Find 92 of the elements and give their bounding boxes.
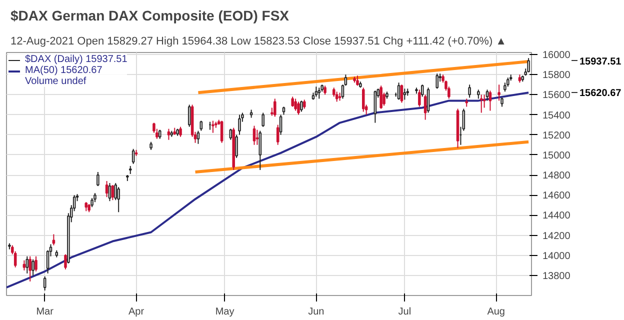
x-tick-label: Jun — [308, 306, 324, 318]
x-tick-label: Mar — [36, 306, 54, 318]
y-tick-label: 14800 — [542, 170, 571, 182]
annotation: Volume undef — [25, 76, 86, 87]
candlestick — [43, 276, 46, 291]
candlestick — [108, 182, 112, 202]
candlestick — [294, 98, 297, 112]
candlestick — [420, 84, 424, 98]
candlestick — [96, 171, 100, 187]
x-tick-label: Apr — [128, 306, 145, 318]
candlestick — [400, 84, 404, 104]
candlestick — [158, 129, 162, 140]
y-tick-label: 15800 — [542, 70, 571, 82]
candlestick — [274, 98, 276, 118]
candlestick — [426, 87, 430, 114]
candlestick — [498, 84, 500, 102]
candlestick — [297, 101, 300, 116]
candlestick — [258, 130, 262, 170]
candlestick — [132, 148, 135, 164]
line-series — [6, 92, 530, 288]
candlestick — [324, 85, 326, 96]
y-tick-label: 15200 — [542, 130, 571, 142]
candlestick — [488, 90, 492, 112]
y-tick-label: 14000 — [542, 250, 571, 262]
candlestick — [117, 186, 120, 213]
annotation: $DAX (Daily) 15937.51 — [25, 54, 128, 65]
candlestick — [314, 86, 318, 98]
candlestick — [252, 125, 256, 146]
candlestick — [468, 84, 471, 98]
candlestick — [374, 90, 377, 124]
candlestick — [32, 258, 34, 276]
text: 15620.67 — [580, 88, 622, 100]
y-tick-label: 15400 — [542, 110, 571, 122]
candlestick — [335, 91, 338, 102]
candlestick — [238, 114, 241, 136]
candlestick — [188, 104, 191, 128]
candlestick — [303, 99, 306, 110]
y-tick-label: 13800 — [542, 270, 571, 282]
candlestick — [28, 256, 32, 282]
candlestick — [34, 256, 38, 272]
candlestick — [477, 89, 480, 100]
candlestick — [403, 88, 406, 100]
candlestick — [167, 128, 170, 140]
candlestick — [22, 260, 26, 271]
y-tick-label: 14400 — [542, 210, 571, 222]
text: 12-Aug-2021 Open 15829.27 High 15964.38 Low 15823.53 Close 15937.51 Chg +111.42 (+0.70%) ▲ — [10, 36, 507, 48]
x-tick-label: Aug — [487, 306, 506, 318]
candlestick — [506, 77, 510, 88]
candlestick — [229, 128, 232, 140]
candlestick — [276, 124, 280, 146]
chart-title: $DAX German DAX Composite (EOD) FSX — [10, 8, 289, 24]
candlestick — [105, 180, 108, 198]
candlestick — [300, 100, 303, 112]
candlestick — [380, 85, 382, 110]
candlestick — [500, 97, 504, 108]
candlestick — [362, 87, 365, 112]
candlestick — [436, 73, 439, 90]
candlestick — [480, 94, 483, 114]
y-tick-label: 14600 — [542, 190, 571, 202]
candlestick — [200, 120, 203, 132]
candlestick — [332, 87, 336, 98]
candlestick — [84, 202, 88, 212]
x-tick-label: May — [215, 306, 234, 318]
candlestick — [235, 134, 238, 158]
x-tick-label: Jul — [398, 306, 412, 318]
candlestick — [179, 126, 182, 138]
candlestick — [111, 184, 114, 201]
candlestick — [196, 130, 200, 144]
candlestick — [527, 58, 530, 73]
candlestick — [418, 89, 421, 108]
text: 15937.51 — [580, 56, 622, 68]
candlestick — [220, 120, 224, 144]
candlestick — [291, 96, 294, 108]
candlestick — [279, 114, 282, 136]
candlestick — [486, 89, 489, 102]
candlestick — [482, 94, 486, 108]
candlestick — [356, 75, 359, 86]
candlestick — [318, 87, 321, 100]
y-tick-label: 14200 — [542, 230, 571, 242]
candlestick — [64, 254, 67, 270]
y-tick-label: 15000 — [542, 150, 571, 162]
candlestick — [262, 112, 264, 128]
candlestick — [52, 234, 56, 246]
candlestick — [397, 82, 400, 100]
legend-label: MA(50) 15620.67 — [25, 65, 102, 76]
y-tick-label: 16000 — [542, 50, 571, 62]
candlestick — [256, 129, 259, 146]
y-tick-label: 15600 — [542, 90, 571, 102]
candlestick — [26, 256, 29, 274]
candlestick — [212, 120, 214, 134]
candlestick — [424, 94, 427, 120]
candlestick — [94, 192, 96, 203]
